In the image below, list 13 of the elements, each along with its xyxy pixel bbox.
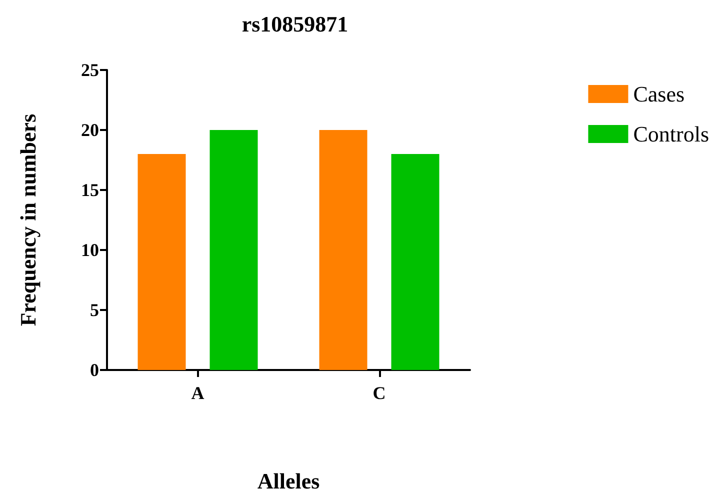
x-tick-label: C [372,383,386,403]
y-tick-label: 0 [90,360,99,380]
legend-label: Cases [633,82,685,106]
x-axis-title: Alleles [257,468,320,494]
y-tick-label: 15 [81,180,99,200]
chart-title: rs10859871 [242,12,348,36]
y-tick-label: 25 [81,60,99,80]
y-tick-label: 5 [90,300,99,320]
y-axis-title: Frequency in numbers [16,113,40,326]
legend-label: Controls [633,122,710,146]
x-tick-label: A [191,383,204,403]
y-tick-label: 10 [81,240,99,260]
y-tick-label: 20 [81,120,99,140]
